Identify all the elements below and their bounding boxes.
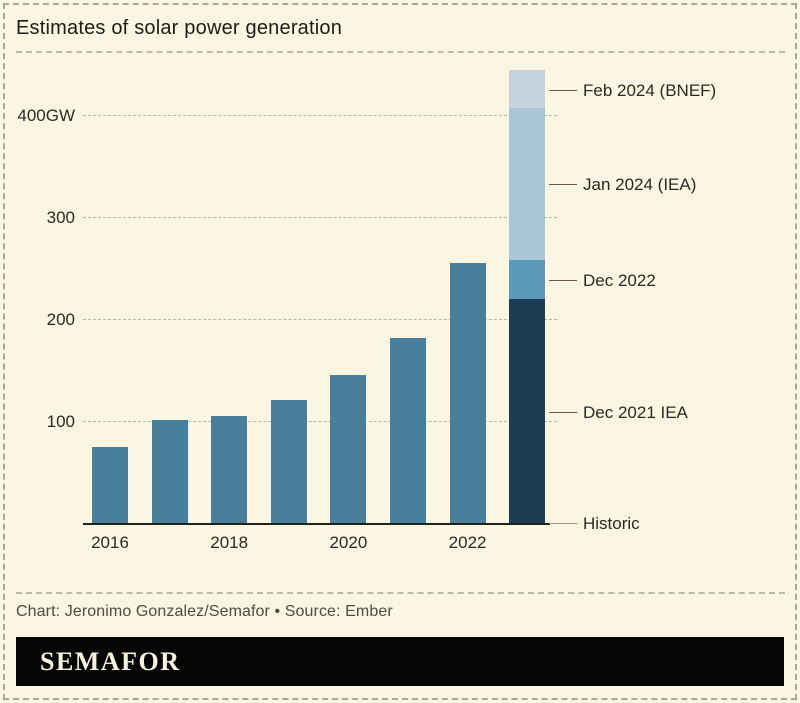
callout-line-jan-2024-iea- bbox=[549, 184, 577, 186]
stack-segment-jan-2024-iea- bbox=[509, 107, 546, 260]
gridline-100 bbox=[83, 421, 557, 422]
x-axis-label-2016: 2016 bbox=[91, 533, 129, 552]
callout-label-dec-2022: Dec 2022 bbox=[583, 271, 656, 291]
y-axis-label-100: 100 bbox=[46, 412, 75, 431]
chart-title: Estimates of solar power generation bbox=[16, 17, 343, 39]
chart-credit: Chart: Jeronimo Gonzalez/Semafor • Sourc… bbox=[16, 603, 393, 620]
stack-segment-feb-2024-bnef- bbox=[509, 70, 546, 108]
callout-line-feb-2024-bnef- bbox=[549, 89, 577, 91]
callout-label-dec-2021-iea: Dec 2021 IEA bbox=[583, 402, 688, 422]
bar-2016 bbox=[92, 446, 128, 523]
title-divider bbox=[16, 51, 785, 53]
gridline-300 bbox=[83, 217, 557, 218]
bar-2017 bbox=[151, 419, 188, 523]
bar-2020 bbox=[330, 375, 367, 523]
stack-segment-dec-2021-iea bbox=[509, 298, 546, 523]
y-axis-label-200: 200 bbox=[46, 310, 75, 329]
callout-line-historic bbox=[549, 523, 577, 524]
y-axis-label-300: 300 bbox=[46, 208, 75, 227]
semafor-banner: SEMAFOR bbox=[16, 637, 784, 686]
footer-divider bbox=[16, 592, 785, 594]
gridline-400 bbox=[83, 115, 557, 116]
stack-segment-dec-2022 bbox=[509, 259, 546, 299]
bar-2022 bbox=[449, 262, 486, 523]
x-axis-label-2022: 2022 bbox=[448, 533, 487, 552]
chart-area: 100 200 300 400GW 2016 2018 2020 2022 Feb 2024 (… bbox=[17, 70, 717, 552]
x-axis-line bbox=[83, 523, 551, 525]
callout-label-jan-2024-iea-: Jan 2024 (IEA) bbox=[583, 175, 697, 195]
bar-2018 bbox=[211, 415, 248, 523]
y-axis-label-400: 400GW bbox=[17, 106, 75, 125]
callout-label-feb-2024-bnef-: Feb 2024 (BNEF) bbox=[583, 80, 717, 100]
x-axis-label-2020: 2020 bbox=[329, 533, 368, 552]
semafor-logo: SEMAFOR bbox=[40, 646, 181, 676]
bar-2019 bbox=[270, 399, 307, 523]
gridline-200 bbox=[83, 319, 557, 320]
x-axis-label-2018: 2018 bbox=[210, 533, 249, 552]
bar-2021 bbox=[390, 338, 426, 523]
callout-line-dec-2022 bbox=[549, 280, 577, 282]
callout-line-dec-2021-iea bbox=[549, 411, 577, 413]
callout-label-historic: Historic bbox=[583, 514, 640, 533]
